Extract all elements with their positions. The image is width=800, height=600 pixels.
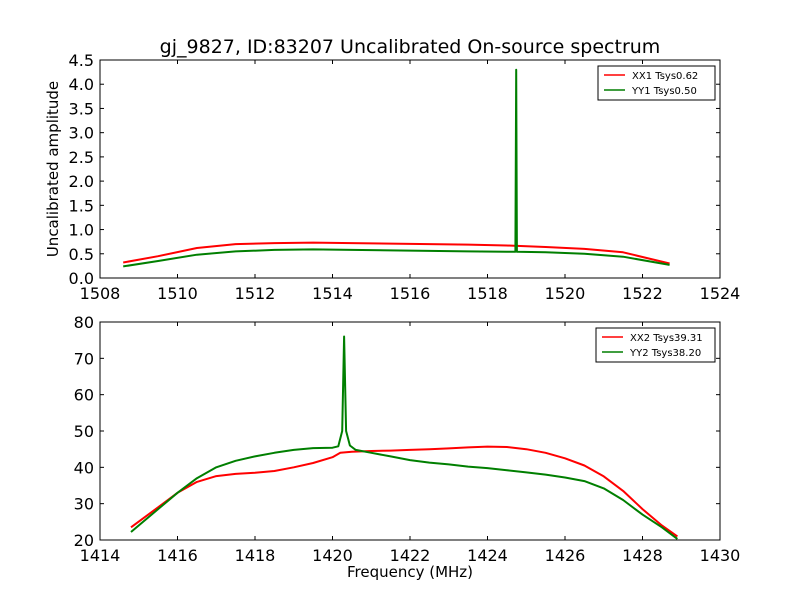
bottom-y-tick-label-3: 50 — [74, 422, 94, 441]
bottom-x-tick-label-6: 1426 — [545, 546, 586, 565]
top-y-tick-label-6: 3.0 — [69, 124, 94, 143]
bottom-y-tick-label-1: 30 — [74, 495, 94, 514]
bottom-x-tick-label-8: 1430 — [700, 546, 741, 565]
top-x-tick-label-7: 1522 — [622, 284, 663, 303]
bottom-x-tick-label-0: 1414 — [80, 546, 121, 565]
top-x-tick-label-8: 1524 — [700, 284, 741, 303]
bottom-y-tick-label-0: 20 — [74, 531, 94, 550]
top-x-tick-label-0: 1508 — [80, 284, 121, 303]
top-legend: XX1 Tsys0.62 YY1 Tsys0.50 — [597, 65, 716, 101]
x-axis-label: Frequency (MHz) — [347, 563, 473, 581]
top-panel: 1508 1510 1512 1514 1516 1518 1520 1522 1524 0.0 0… — [44, 51, 740, 303]
top-x-tick-label-4: 1516 — [390, 284, 431, 303]
top-y-tick-label-5: 2.5 — [69, 148, 94, 167]
top-y-tick-label-1: 0.5 — [69, 245, 94, 264]
top-y-tick-label-7: 3.5 — [69, 99, 94, 118]
panels: 1508 1510 1512 1514 1516 1518 1520 1522 1524 0.0 0… — [44, 51, 740, 565]
top-x-tick-label-1: 1510 — [157, 284, 198, 303]
top-series-line-2 — [123, 68, 670, 268]
top-y-tick-label-3: 1.5 — [69, 196, 94, 215]
top-y-tick-label-2: 1.0 — [69, 221, 94, 240]
top-legend-label-2: YY1 Tsys0.50 — [631, 86, 697, 97]
top-series-group — [123, 68, 670, 268]
top-x-tick-label-5: 1518 — [467, 284, 508, 303]
top-legend-box — [597, 65, 716, 101]
figure-title: gj_9827, ID:83207 Uncalibrated On-source… — [160, 36, 661, 58]
bottom-y-tick-label-4: 60 — [74, 386, 94, 405]
top-y-tick-label-8: 4.0 — [69, 75, 94, 94]
bottom-y-tick-label-5: 70 — [74, 349, 94, 368]
bottom-legend: XX2 Tsys39.31 YY2 Tsys38.20 — [595, 327, 716, 363]
top-series-line-1 — [123, 241, 670, 265]
bottom-series-group — [130, 335, 678, 540]
top-y-tick-label-4: 2.0 — [69, 172, 94, 191]
top-x-tick-label-3: 1514 — [312, 284, 353, 303]
bottom-series-line-2 — [130, 335, 678, 540]
top-y-tick-label-9: 4.5 — [69, 51, 94, 70]
bottom-legend-label-2: YY2 Tsys38.20 — [629, 348, 701, 359]
top-legend-label-1: XX1 Tsys0.62 — [632, 71, 698, 82]
bottom-x-tick-label-1: 1416 — [157, 546, 198, 565]
bottom-y-tick-label-6: 80 — [74, 313, 94, 332]
bottom-x-tick-label-5: 1424 — [467, 546, 508, 565]
bottom-legend-label-1: XX2 Tsys39.31 — [630, 333, 703, 344]
bottom-legend-box — [595, 327, 716, 363]
bottom-x-tick-label-2: 1418 — [235, 546, 276, 565]
bottom-x-tick-label-3: 1420 — [312, 546, 353, 565]
bottom-series-line-1 — [130, 445, 678, 538]
top-x-tick-label-2: 1512 — [235, 284, 276, 303]
bottom-x-tick-label-4: 1422 — [390, 546, 431, 565]
bottom-y-tick-label-2: 40 — [74, 458, 94, 477]
top-x-tick-label-6: 1520 — [545, 284, 586, 303]
bottom-panel: 1414 1416 1418 1420 1422 1424 1426 1428 1430 20 30… — [74, 313, 741, 565]
y-axis-label: Uncalibrated amplitude — [44, 81, 62, 257]
bottom-x-tick-label-7: 1428 — [622, 546, 663, 565]
top-y-tick-label-0: 0.0 — [69, 269, 94, 288]
